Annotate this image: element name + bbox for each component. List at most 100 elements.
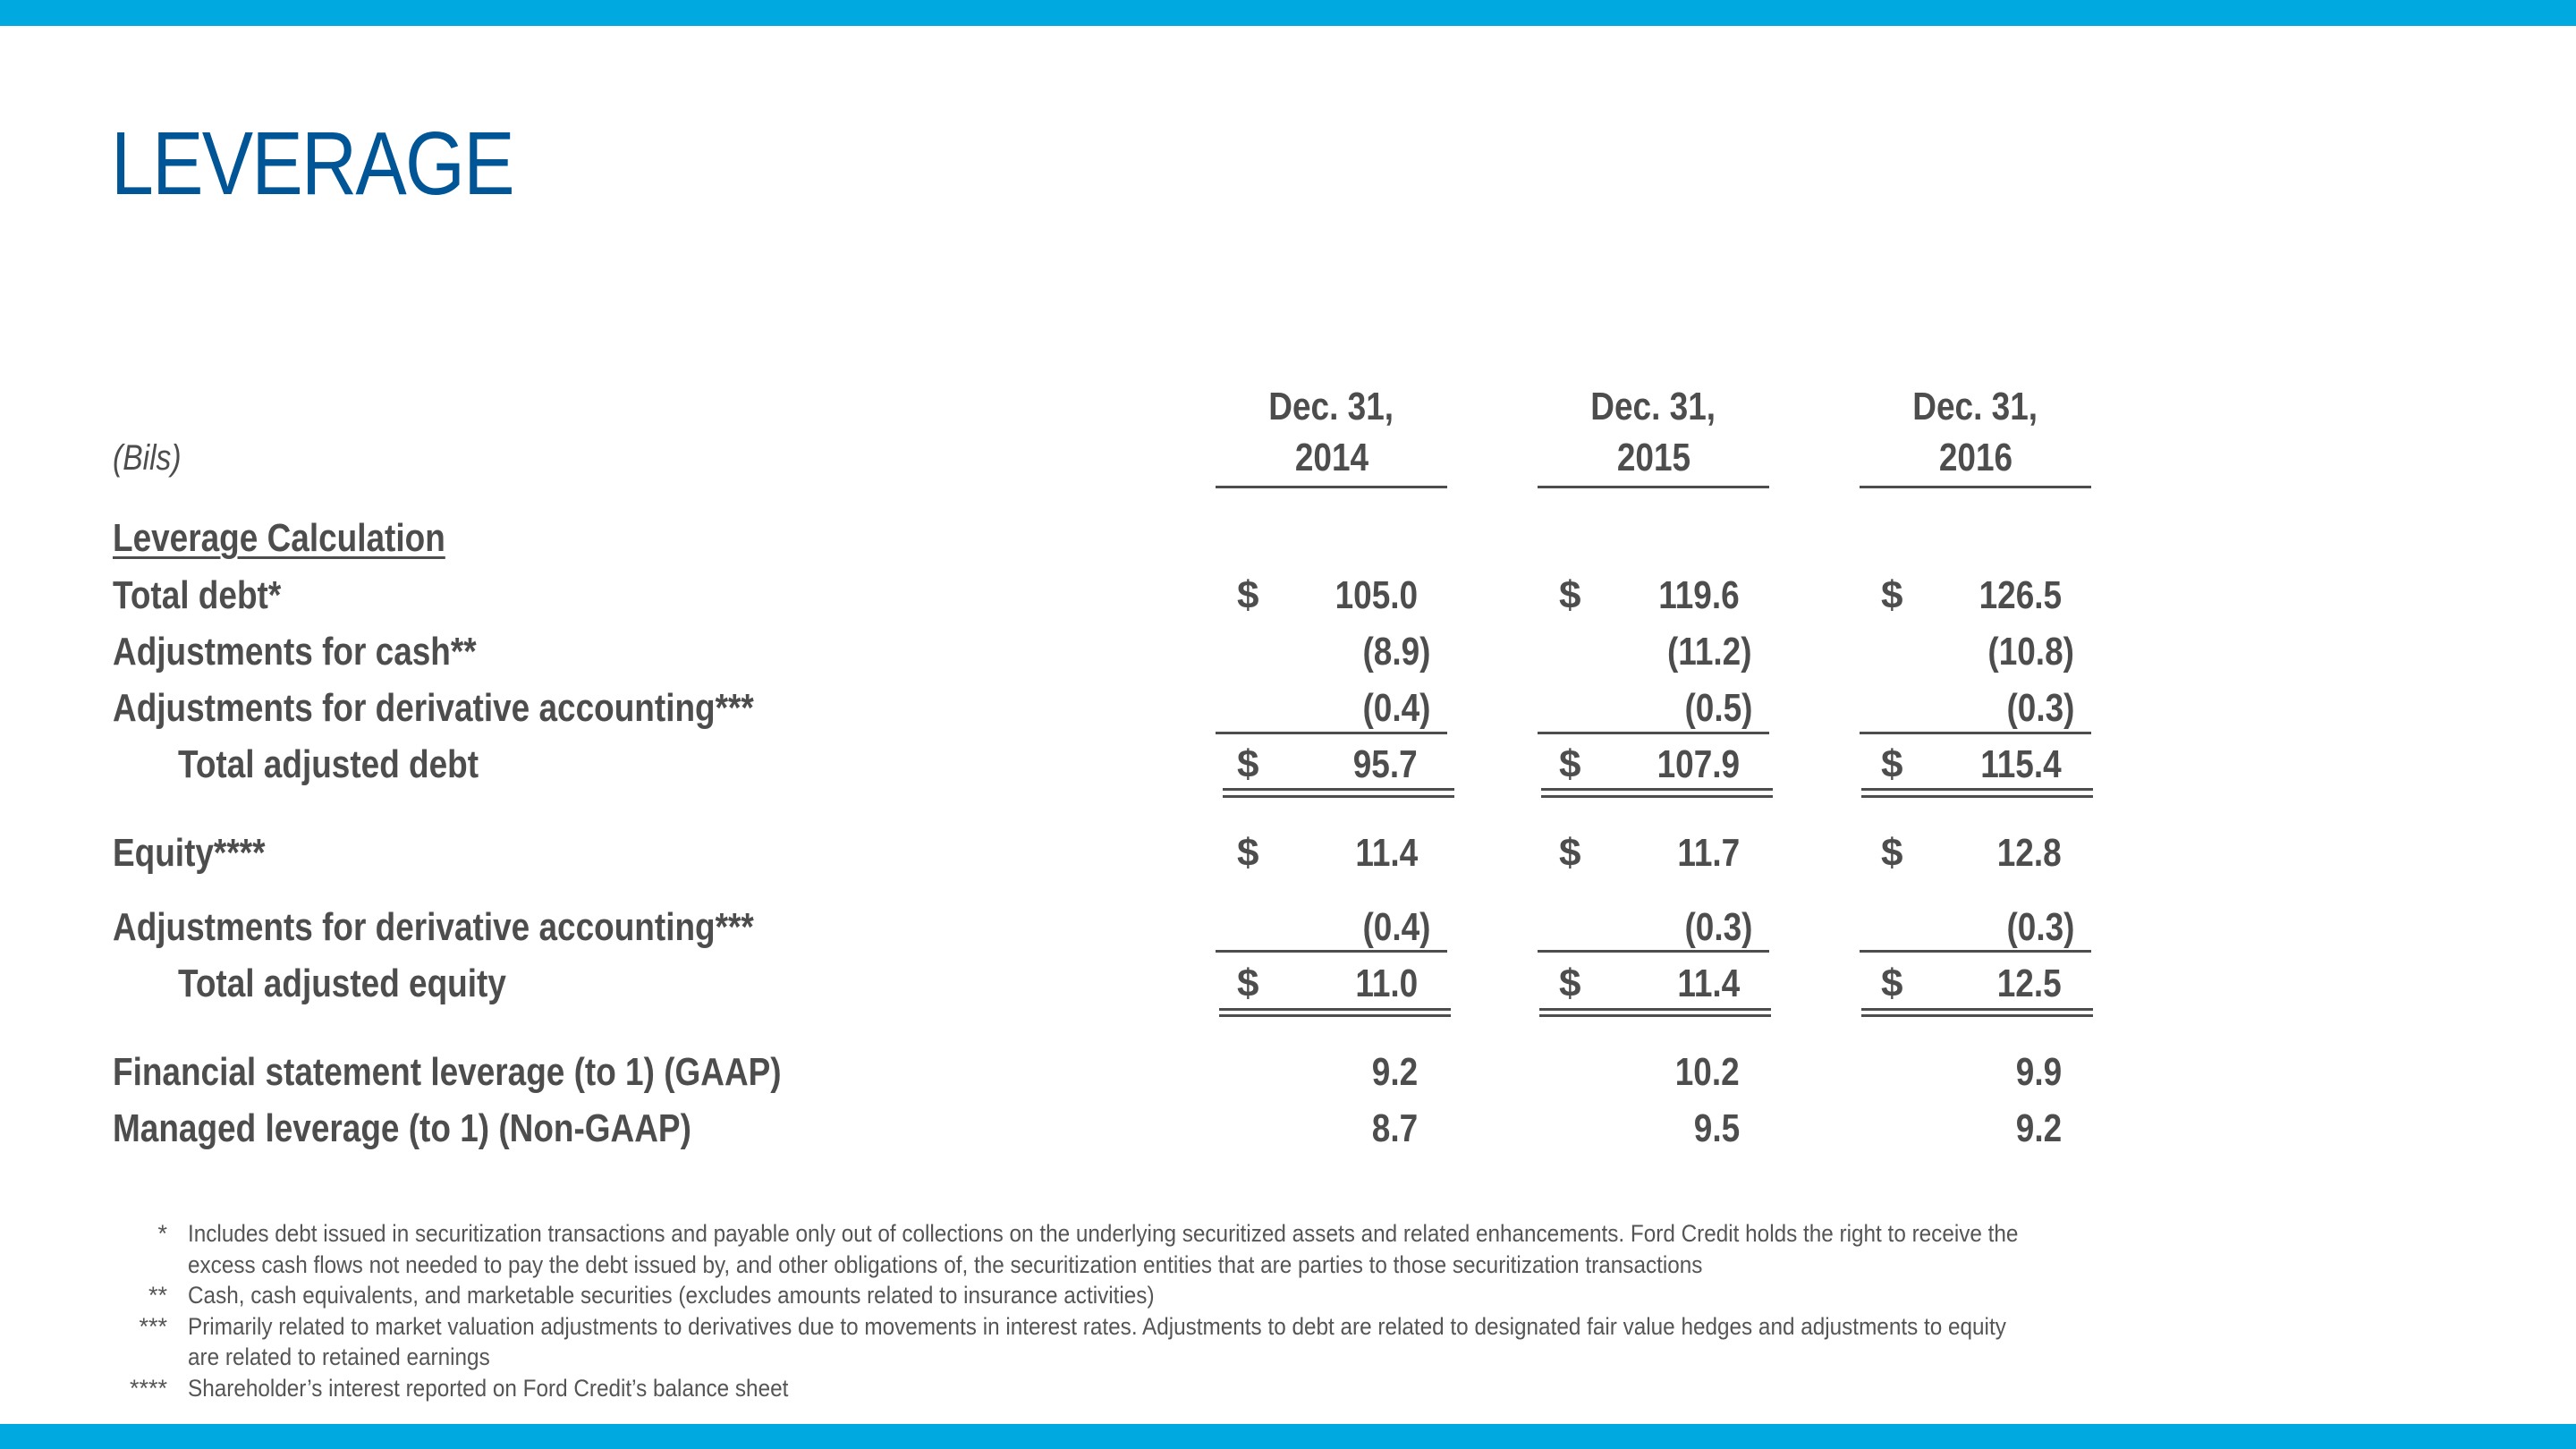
row-label-text: Adjustments for derivative accounting*** <box>113 905 754 949</box>
footnote-text: Primarily related to market valuation ad… <box>188 1312 2006 1340</box>
footnote-marker: **** <box>129 1374 167 1402</box>
cell-adj-deriv-equity-2016: (0.3) <box>1860 908 2091 947</box>
dollar-sign: $ <box>1237 742 1259 786</box>
cell-managed-leverage-2015: 9.5 <box>1538 1109 1769 1148</box>
dollar-sign: $ <box>1237 573 1259 617</box>
cell-value: 11.7 <box>1677 831 1740 875</box>
cell-value: (0.4) <box>1361 686 1430 730</box>
bottom-accent-bar <box>0 1424 2576 1449</box>
row-label-total-adjusted-equity: Total adjusted equity <box>178 964 569 1004</box>
subtotal-rule <box>1860 732 2091 734</box>
cell-value: 10.2 <box>1675 1050 1740 1094</box>
cell-value: (0.3) <box>1683 905 1752 949</box>
cell-value: 105.0 <box>1335 573 1418 617</box>
cell-value: 11.0 <box>1355 962 1418 1005</box>
column-header-2014: Dec. 31, 2014 <box>1216 381 1447 483</box>
row-label-text: Total adjusted debt <box>178 742 479 786</box>
footnote-3-continued: are related to retained earnings <box>0 1342 2576 1373</box>
cell-adj-cash-2015: (11.2) <box>1538 632 1769 672</box>
total-double-rule-top <box>1861 788 2093 791</box>
cell-adj-deriv-debt-2014: (0.4) <box>1216 689 1447 728</box>
total-double-rule-top <box>1219 1008 1451 1011</box>
total-double-rule-top <box>1541 788 1773 791</box>
cell-value: (0.4) <box>1361 905 1430 949</box>
dollar-sign: $ <box>1559 742 1581 786</box>
cell-total-debt-2016: $126.5 <box>1860 576 2091 615</box>
cell-adj-deriv-debt-2016: (0.3) <box>1860 689 2091 728</box>
cell-equity-2016: $12.8 <box>1860 834 2091 873</box>
cell-value: (0.5) <box>1683 686 1752 730</box>
column-header-line2: 2015 <box>1616 436 1690 479</box>
column-header-line1: Dec. 31, <box>1590 385 1716 428</box>
slide-title: LEVERAGE <box>111 114 515 214</box>
header-underline <box>1216 486 1447 488</box>
cell-value: 9.5 <box>1693 1106 1740 1150</box>
cell-equity-2015: $11.7 <box>1538 834 1769 873</box>
cell-value: 11.4 <box>1355 831 1418 875</box>
cell-total-adj-equity-2015: $11.4 <box>1538 964 1769 1004</box>
section-heading-leverage-calculation: Leverage Calculation <box>113 519 509 558</box>
footnote-text: Shareholder’s interest reported on Ford … <box>188 1374 789 1402</box>
footnote-marker: * <box>157 1220 167 1247</box>
footnote-text: Includes debt issued in securitization t… <box>188 1220 2019 1247</box>
row-label-equity: Equity**** <box>113 834 294 873</box>
cell-adj-cash-2014: (8.9) <box>1216 632 1447 672</box>
total-double-rule-top <box>1223 788 1454 791</box>
footnote-1-continued: excess cash flows not needed to pay the … <box>0 1250 2576 1281</box>
column-header-line2: 2014 <box>1294 436 1368 479</box>
row-label-text: Adjustments for cash** <box>113 630 477 674</box>
cell-total-adj-debt-2016: $115.4 <box>1860 745 2091 784</box>
total-double-rule-top <box>1861 1008 2093 1011</box>
cell-adj-cash-2016: (10.8) <box>1860 632 2091 672</box>
footnote-marker: ** <box>148 1282 167 1309</box>
subtotal-rule <box>1538 732 1769 734</box>
cell-value: 9.9 <box>2015 1050 2062 1094</box>
subtotal-rule <box>1860 950 2091 953</box>
column-header-line1: Dec. 31, <box>1912 385 2038 428</box>
units-label-text: (Bils) <box>113 438 182 478</box>
cell-value: 107.9 <box>1657 742 1740 786</box>
cell-value: 95.7 <box>1353 742 1418 786</box>
footnote-text: are related to retained earnings <box>188 1343 490 1370</box>
dollar-sign: $ <box>1237 962 1259 1005</box>
total-double-rule-bottom <box>1861 1014 2093 1017</box>
cell-managed-leverage-2016: 9.2 <box>1860 1109 2091 1148</box>
row-label-adjustments-cash: Adjustments for cash** <box>113 632 546 672</box>
cell-total-adj-debt-2015: $107.9 <box>1538 745 1769 784</box>
footnote-1: * Includes debt issued in securitization… <box>0 1218 2576 1250</box>
cell-value: 9.2 <box>1371 1050 1418 1094</box>
total-double-rule-bottom <box>1539 1014 1771 1017</box>
cell-value: (8.9) <box>1361 630 1430 674</box>
cell-total-adj-equity-2014: $11.0 <box>1216 964 1447 1004</box>
cell-value: 126.5 <box>1979 573 2062 617</box>
row-label-text: Financial statement leverage (to 1) (GAA… <box>113 1050 782 1094</box>
units-label: (Bils) <box>113 438 194 478</box>
dollar-sign: $ <box>1237 831 1259 875</box>
cell-value: 115.4 <box>1980 742 2062 786</box>
row-label-text: Total debt* <box>113 573 282 617</box>
dollar-sign: $ <box>1559 831 1581 875</box>
cell-total-adj-equity-2016: $12.5 <box>1860 964 2091 1004</box>
dollar-sign: $ <box>1881 831 1903 875</box>
cell-value: 11.4 <box>1677 962 1740 1005</box>
cell-value: (10.8) <box>1987 630 2074 674</box>
total-double-rule-top <box>1539 1008 1771 1011</box>
cell-value: (0.3) <box>2005 686 2074 730</box>
footnote-text: excess cash flows not needed to pay the … <box>188 1250 1703 1278</box>
subtotal-rule <box>1538 950 1769 953</box>
row-label-text: Managed leverage (to 1) (Non-GAAP) <box>113 1106 691 1150</box>
footnote-marker: *** <box>139 1312 167 1340</box>
row-label-adjustments-derivative-equity: Adjustments for derivative accounting*** <box>113 908 876 947</box>
top-accent-bar <box>0 0 2576 26</box>
header-underline <box>1860 486 2091 488</box>
cell-adj-deriv-debt-2015: (0.5) <box>1538 689 1769 728</box>
cell-fs-leverage-2015: 10.2 <box>1538 1053 1769 1092</box>
section-heading-text: Leverage Calculation <box>113 516 445 560</box>
subtotal-rule <box>1216 950 1447 953</box>
footnote-4: **** Shareholder’s interest reported on … <box>0 1373 2576 1404</box>
row-label-total-adjusted-debt: Total adjusted debt <box>178 745 536 784</box>
row-label-total-debt: Total debt* <box>113 576 313 615</box>
row-label-text: Equity**** <box>113 831 266 875</box>
cell-value: (0.3) <box>2005 905 2074 949</box>
cell-equity-2014: $11.4 <box>1216 834 1447 873</box>
